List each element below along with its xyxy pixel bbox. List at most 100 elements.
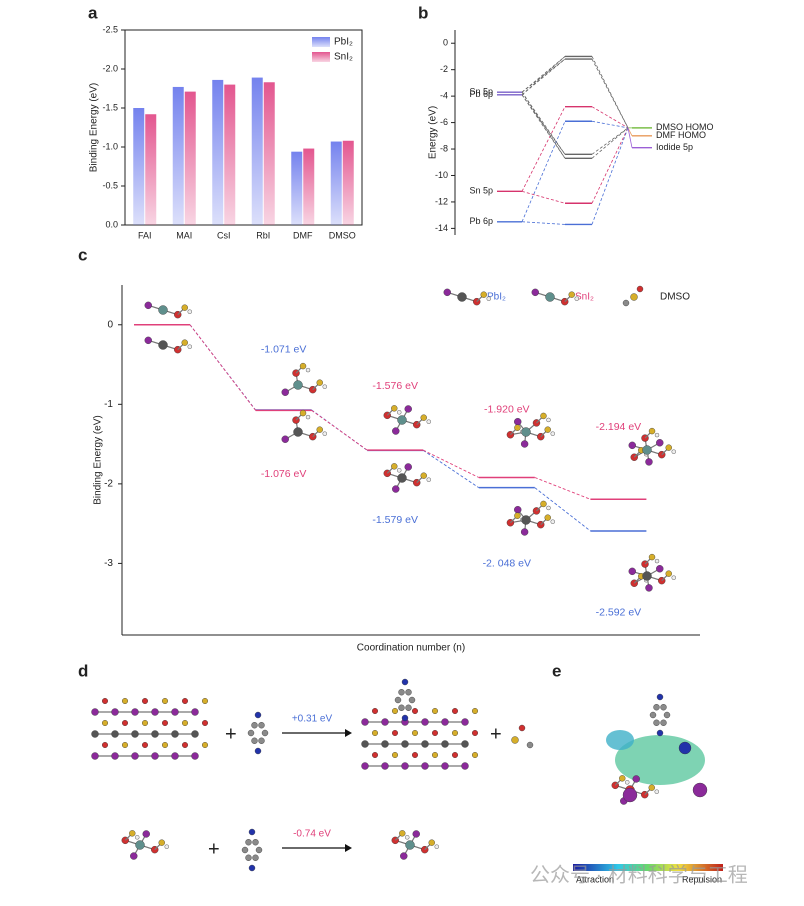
legend-label: DMSO bbox=[660, 292, 690, 303]
atom bbox=[452, 752, 459, 759]
atom bbox=[545, 292, 555, 302]
atom bbox=[642, 571, 652, 581]
atom bbox=[187, 344, 192, 349]
legend-swatch bbox=[312, 37, 330, 47]
atom bbox=[101, 742, 108, 749]
atom bbox=[164, 844, 169, 849]
atom bbox=[514, 512, 521, 519]
y-tick-label: -2.0 bbox=[102, 63, 118, 73]
atom bbox=[622, 787, 638, 803]
atom bbox=[452, 708, 459, 715]
atom bbox=[632, 775, 640, 783]
panel-label: e bbox=[552, 661, 561, 680]
atom bbox=[142, 830, 150, 838]
atom bbox=[441, 718, 449, 726]
atom bbox=[361, 718, 369, 726]
atom bbox=[550, 519, 555, 524]
connector bbox=[423, 449, 479, 478]
y-tick-label: -0.5 bbox=[102, 180, 118, 190]
plot-frame bbox=[124, 29, 363, 226]
connector bbox=[521, 121, 566, 222]
atom bbox=[255, 846, 263, 854]
atom bbox=[254, 711, 262, 719]
atom bbox=[678, 741, 692, 755]
atom bbox=[511, 736, 519, 744]
atom bbox=[531, 288, 539, 297]
x-tick-label: DMSO bbox=[329, 230, 356, 240]
atom bbox=[171, 708, 179, 716]
atom bbox=[392, 730, 399, 737]
atom bbox=[372, 730, 379, 737]
atom bbox=[457, 292, 467, 302]
level-label: Iodide 5p bbox=[656, 142, 693, 152]
atom bbox=[322, 431, 327, 436]
atom bbox=[316, 379, 323, 386]
bar bbox=[184, 91, 196, 226]
atom bbox=[158, 839, 165, 846]
atom bbox=[472, 730, 479, 737]
atom bbox=[443, 288, 451, 297]
level-label: Sn 5p bbox=[469, 186, 493, 196]
x-tick-label: DMF bbox=[293, 230, 313, 240]
atom bbox=[381, 740, 389, 748]
atom bbox=[181, 304, 188, 311]
y-tick-label: 0 bbox=[107, 319, 113, 330]
atom bbox=[281, 435, 289, 443]
atom bbox=[665, 444, 672, 451]
atom bbox=[181, 742, 188, 749]
atom bbox=[191, 708, 199, 716]
atom bbox=[521, 427, 531, 437]
atom bbox=[671, 575, 676, 580]
atom bbox=[201, 698, 208, 705]
arrow-head bbox=[345, 844, 352, 852]
connector bbox=[534, 477, 591, 500]
y-tick-label: -2 bbox=[104, 479, 113, 490]
atom bbox=[642, 445, 652, 455]
atom bbox=[141, 742, 148, 749]
atom bbox=[428, 839, 435, 846]
atom bbox=[441, 740, 449, 748]
atom bbox=[630, 293, 638, 301]
bar bbox=[330, 141, 342, 225]
atom bbox=[401, 678, 409, 686]
atom bbox=[201, 720, 208, 727]
bar bbox=[263, 82, 275, 225]
connector bbox=[311, 409, 368, 451]
atom bbox=[520, 528, 529, 536]
atom bbox=[171, 730, 179, 738]
atom bbox=[151, 708, 159, 716]
atom bbox=[135, 835, 140, 840]
atom bbox=[121, 742, 128, 749]
atom bbox=[248, 864, 256, 872]
atom bbox=[181, 339, 188, 346]
atom bbox=[426, 477, 431, 482]
atom bbox=[392, 752, 399, 759]
atom bbox=[401, 762, 409, 770]
y-tick-label: -1.0 bbox=[102, 141, 118, 151]
atom bbox=[656, 439, 664, 447]
atom bbox=[628, 441, 636, 450]
value-label: -1.076 eV bbox=[261, 468, 307, 480]
atom bbox=[648, 784, 655, 791]
bar bbox=[342, 140, 354, 225]
atom bbox=[322, 384, 327, 389]
x-tick-label: MAI bbox=[176, 230, 192, 240]
y-tick-label: -2.5 bbox=[102, 24, 118, 34]
bar bbox=[224, 84, 236, 225]
atom bbox=[404, 405, 412, 413]
atom bbox=[241, 846, 249, 854]
atom bbox=[461, 718, 469, 726]
connector bbox=[189, 324, 256, 411]
atom bbox=[381, 718, 389, 726]
atom bbox=[653, 704, 660, 711]
atom bbox=[316, 426, 323, 433]
atom bbox=[636, 285, 644, 293]
atom bbox=[181, 720, 188, 727]
bar bbox=[251, 77, 263, 225]
atom bbox=[171, 752, 179, 760]
y-tick-label: -3 bbox=[104, 558, 113, 569]
atom bbox=[191, 752, 199, 760]
atom bbox=[412, 708, 419, 715]
connector bbox=[521, 94, 566, 159]
atom bbox=[574, 296, 579, 301]
